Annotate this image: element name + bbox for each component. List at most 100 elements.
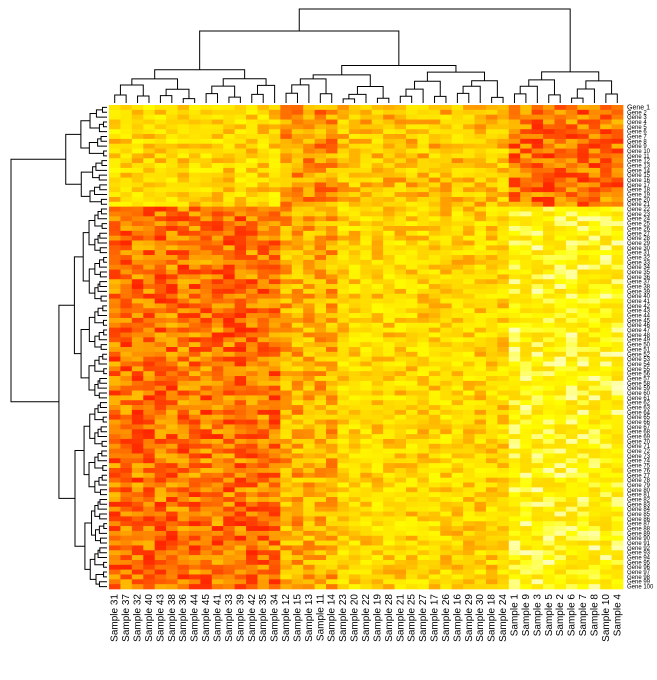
heatmap-cell — [508, 269, 521, 275]
heatmap-cell — [474, 105, 487, 111]
heatmap-cell — [508, 526, 521, 532]
heatmap-cell — [188, 487, 201, 493]
heatmap-cell — [508, 438, 521, 445]
heatmap-cell — [451, 269, 464, 275]
dendrogram-link — [80, 328, 90, 379]
heatmap-cell — [166, 540, 178, 546]
heatmap-cell — [543, 288, 555, 295]
heatmap-cell — [154, 284, 167, 290]
dendrogram-link — [103, 329, 107, 336]
heatmap-cell — [520, 119, 532, 125]
heatmap-cell — [463, 109, 475, 116]
heatmap-cell — [314, 167, 327, 174]
heatmap-cell — [577, 172, 590, 178]
heatmap-cell — [280, 400, 293, 406]
heatmap-cell — [428, 235, 441, 241]
heatmap-cell — [497, 264, 510, 270]
heatmap-cell — [200, 105, 213, 111]
heatmap-cell — [291, 526, 304, 532]
heatmap-cell — [200, 342, 213, 348]
heatmap-cell — [223, 385, 235, 391]
heatmap-cell — [463, 472, 475, 479]
heatmap-cell — [234, 579, 247, 585]
heatmap-cell — [600, 124, 612, 130]
row-label: Gene 41 — [627, 299, 651, 305]
heatmap-cell — [268, 521, 281, 527]
heatmap-cell — [246, 559, 258, 566]
heatmap-cell — [234, 337, 247, 343]
heatmap-cell — [280, 264, 293, 270]
dendrogram-link — [571, 97, 584, 103]
heatmap-cell — [120, 134, 133, 140]
heatmap-cell — [200, 274, 213, 280]
heatmap-cell — [383, 584, 395, 590]
heatmap-cell — [474, 211, 487, 217]
heatmap-cell — [188, 579, 201, 585]
heatmap-cell — [577, 332, 590, 338]
dendrogram-link — [88, 268, 95, 294]
heatmap-cell — [326, 279, 338, 285]
heatmap-cell — [337, 124, 350, 130]
heatmap-cell — [188, 584, 201, 590]
heatmap-cell — [440, 468, 453, 474]
heatmap-cell — [463, 482, 475, 488]
heatmap-cell — [246, 569, 258, 575]
row-label: Gene 35 — [627, 270, 651, 276]
heatmap-cell — [588, 516, 601, 522]
heatmap-cell — [371, 177, 384, 183]
heatmap-cell — [600, 284, 612, 290]
heatmap-cell — [143, 530, 156, 537]
dendrogram-link — [80, 120, 91, 149]
heatmap-cell — [600, 545, 612, 551]
heatmap-cell — [303, 405, 315, 411]
heatmap-cell — [474, 506, 487, 512]
heatmap-cell — [177, 293, 190, 299]
heatmap-cell — [280, 337, 293, 343]
heatmap-cell — [428, 255, 441, 261]
heatmap-cell — [497, 497, 510, 503]
heatmap-cell — [417, 293, 430, 299]
heatmap-cell — [440, 347, 453, 353]
heatmap-cell — [451, 419, 464, 425]
heatmap-cell — [565, 322, 578, 328]
heatmap-cell — [211, 584, 224, 590]
heatmap-cell — [440, 356, 453, 362]
heatmap-cell — [417, 148, 430, 154]
heatmap-cell — [234, 288, 247, 295]
heatmap-cell — [405, 501, 418, 508]
heatmap-cell — [554, 405, 567, 411]
heatmap-cell — [383, 303, 395, 309]
heatmap-cell — [463, 192, 475, 198]
heatmap-cell — [188, 526, 201, 532]
heatmap-cell — [326, 187, 338, 193]
heatmap-cell — [337, 356, 350, 362]
heatmap-cell — [257, 284, 270, 290]
row-label: Gene 100 — [627, 585, 654, 591]
heatmap-cell — [577, 497, 590, 503]
heatmap-cell — [268, 216, 281, 222]
heatmap-cell — [326, 313, 338, 319]
heatmap-cell — [177, 482, 190, 488]
heatmap-cell — [417, 453, 430, 459]
heatmap-cell — [348, 163, 361, 169]
heatmap-cell — [463, 545, 475, 551]
heatmap-cell — [143, 390, 156, 396]
heatmap-cell — [200, 448, 213, 454]
heatmap-cell — [600, 167, 612, 174]
heatmap-cell — [120, 167, 133, 174]
heatmap-cell — [405, 192, 418, 198]
heatmap-cell — [177, 298, 190, 304]
heatmap-cell — [417, 317, 430, 324]
heatmap-cell — [485, 574, 498, 580]
heatmap-cell — [611, 535, 624, 541]
heatmap-cell — [166, 453, 178, 459]
heatmap-cell — [211, 395, 224, 401]
heatmap-cell — [154, 579, 167, 585]
heatmap-cell — [474, 569, 487, 575]
heatmap-cell — [360, 322, 373, 328]
heatmap-cell — [223, 438, 235, 445]
column-label: Sample 16 — [452, 594, 463, 642]
heatmap-cell — [611, 468, 624, 474]
heatmap-cell — [246, 487, 258, 493]
heatmap-cell — [600, 458, 612, 464]
